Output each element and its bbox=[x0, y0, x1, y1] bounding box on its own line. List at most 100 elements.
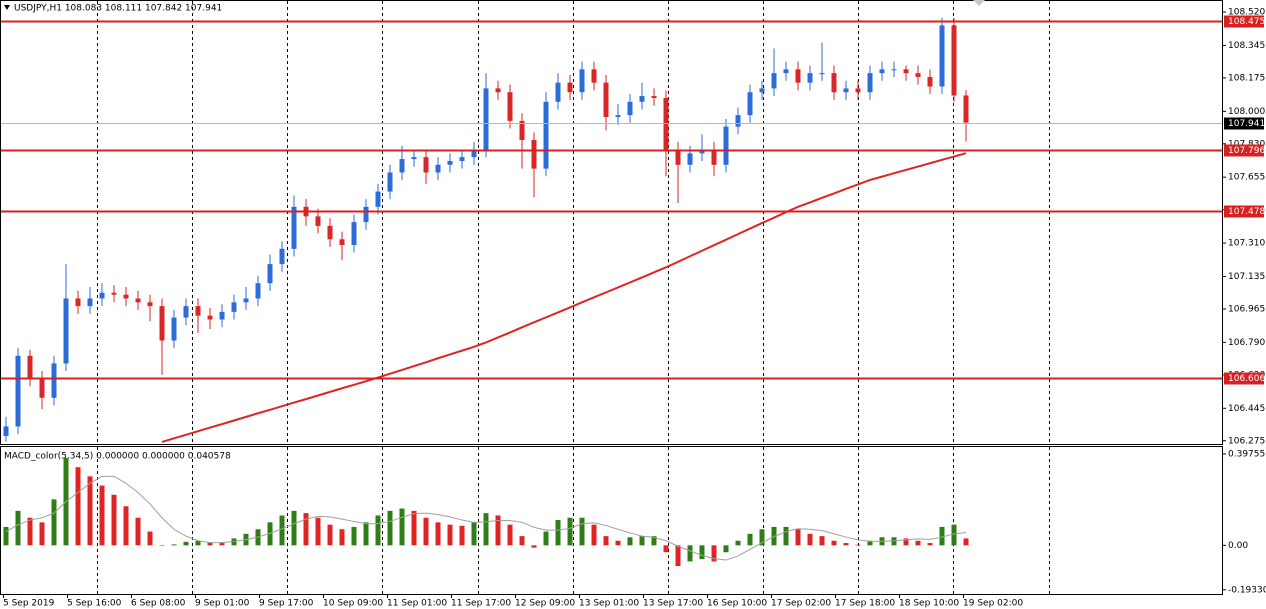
candle-body bbox=[87, 298, 93, 307]
macd-bar bbox=[87, 476, 93, 546]
macd-bar bbox=[171, 544, 177, 546]
macd-bar bbox=[15, 510, 21, 546]
macd-bar bbox=[939, 526, 945, 546]
candle-body bbox=[255, 283, 261, 299]
y-tick-label: 0.00 bbox=[1228, 541, 1248, 551]
candle-body bbox=[759, 88, 765, 93]
candle-body bbox=[879, 69, 885, 74]
y-tick-label: 107.310 bbox=[1228, 239, 1265, 249]
candle-body bbox=[939, 25, 945, 87]
y-tick-label: 108.520 bbox=[1228, 8, 1265, 18]
candle-body bbox=[291, 206, 297, 249]
x-tick-label: 6 Sep 08:00 bbox=[131, 599, 186, 609]
candle-body bbox=[567, 82, 573, 93]
candle-body bbox=[855, 88, 861, 93]
main-panel bbox=[0, 0, 1223, 445]
candle-body bbox=[603, 82, 609, 118]
macd-bar bbox=[951, 524, 957, 546]
macd-bar bbox=[579, 517, 585, 546]
candle-body bbox=[783, 69, 789, 74]
x-tick-label: 12 Sep 09:00 bbox=[515, 599, 575, 609]
candle-body bbox=[639, 96, 645, 102]
candle-body bbox=[243, 298, 249, 303]
macd-bar bbox=[699, 545, 705, 560]
macd-bar bbox=[75, 467, 81, 546]
candle-body bbox=[591, 69, 597, 83]
candle-body bbox=[819, 73, 825, 75]
macd-bar bbox=[303, 513, 309, 546]
y-tick-label: 0.397559 bbox=[1228, 449, 1266, 459]
y-tick-label: 106.445 bbox=[1228, 404, 1265, 414]
macd-bar bbox=[147, 531, 153, 546]
candle-body bbox=[279, 248, 285, 265]
signal-line bbox=[5, 475, 967, 561]
macd-bar bbox=[411, 510, 417, 546]
candle-body bbox=[447, 160, 453, 165]
candle-body bbox=[459, 157, 465, 161]
candle-body bbox=[375, 191, 381, 207]
symbol-arrow[interactable] bbox=[4, 5, 10, 10]
macd-bar bbox=[339, 529, 345, 546]
candle-body bbox=[543, 101, 549, 169]
bid-label: 107.941 bbox=[1228, 119, 1265, 129]
macd-bar bbox=[687, 545, 693, 562]
macd-bar bbox=[627, 537, 633, 546]
candle-body bbox=[183, 306, 189, 318]
shift-marker[interactable] bbox=[973, 0, 985, 6]
x-tick-label: 10 Sep 09:00 bbox=[323, 599, 383, 609]
macd-bar bbox=[399, 508, 405, 546]
macd-bar bbox=[891, 537, 897, 546]
macd-bar bbox=[135, 517, 141, 546]
macd-bar bbox=[363, 522, 369, 546]
macd-title: MACD_color(5,34,5) 0.000000 0.000000 0.0… bbox=[4, 452, 231, 462]
candle-body bbox=[867, 73, 873, 93]
candle-body bbox=[951, 25, 957, 96]
level-label: 107.478 bbox=[1228, 207, 1265, 217]
macd-bar bbox=[531, 545, 537, 548]
macd-bar bbox=[519, 536, 525, 546]
macd-bar bbox=[867, 540, 873, 546]
candle-body bbox=[207, 315, 213, 320]
candle-body bbox=[27, 355, 33, 379]
candle-body bbox=[675, 149, 681, 165]
macd-bar bbox=[507, 524, 513, 546]
candle-body bbox=[579, 69, 585, 93]
level-tag bbox=[1224, 205, 1264, 218]
macd-bar bbox=[651, 536, 657, 546]
level-label: 108.475 bbox=[1228, 17, 1265, 27]
candle-body bbox=[99, 292, 105, 299]
candle-body bbox=[843, 88, 849, 93]
candle-body bbox=[327, 225, 333, 240]
x-tick-label: 16 Sep 10:00 bbox=[707, 599, 767, 609]
candle-body bbox=[51, 363, 57, 398]
candle-body bbox=[555, 82, 561, 102]
macd-bar bbox=[819, 536, 825, 546]
bid-tag bbox=[1224, 117, 1264, 130]
candle-body bbox=[687, 153, 693, 165]
candle-body bbox=[3, 426, 9, 436]
candle-body bbox=[171, 317, 177, 341]
macd-bar bbox=[603, 536, 609, 546]
macd-bar bbox=[195, 540, 201, 546]
macd-bar bbox=[327, 524, 333, 546]
y-tick-label: -0.19330 bbox=[1228, 585, 1266, 595]
y-tick-label: 107.655 bbox=[1228, 173, 1265, 183]
level-tag bbox=[1224, 144, 1264, 157]
x-tick-label: 5 Sep 2019 bbox=[3, 599, 55, 609]
y-tick-label: 106.790 bbox=[1228, 338, 1265, 348]
macd-bar bbox=[915, 540, 921, 546]
macd-bar bbox=[447, 524, 453, 546]
macd-bar bbox=[759, 529, 765, 546]
candle-body bbox=[399, 159, 405, 173]
macd-bar bbox=[747, 533, 753, 546]
macd-bar bbox=[615, 540, 621, 546]
macd-bar bbox=[183, 541, 189, 546]
macd-bar bbox=[663, 545, 669, 553]
macd-bar bbox=[963, 538, 969, 546]
candle-body bbox=[795, 69, 801, 83]
candle-body bbox=[123, 294, 129, 299]
macd-bar bbox=[387, 510, 393, 546]
candle-body bbox=[387, 172, 393, 192]
candle-body bbox=[615, 115, 621, 118]
candle-body bbox=[531, 139, 537, 169]
